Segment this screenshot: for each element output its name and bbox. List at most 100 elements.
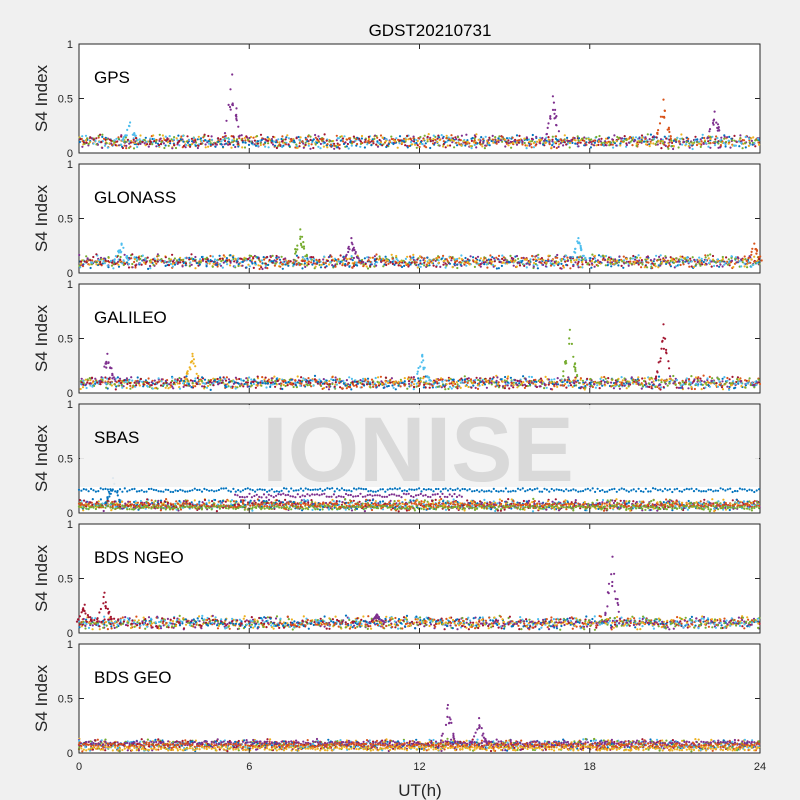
- data-point: [350, 255, 353, 258]
- data-point: [264, 138, 267, 141]
- data-point: [660, 378, 663, 381]
- data-point: [312, 256, 315, 259]
- data-point: [696, 384, 700, 387]
- data-point: [146, 143, 149, 146]
- data-point: [534, 263, 538, 266]
- data-point: [574, 362, 577, 365]
- data-point: [125, 147, 128, 150]
- data-point: [347, 245, 350, 248]
- data-point: [235, 140, 238, 143]
- data-point: [459, 263, 462, 266]
- data-point: [551, 108, 555, 111]
- data-point: [190, 137, 193, 140]
- data-point: [127, 266, 131, 269]
- data-point: [455, 259, 459, 262]
- data-point: [729, 146, 732, 149]
- data-point: [369, 260, 372, 263]
- data-point: [473, 265, 476, 268]
- data-point: [706, 254, 710, 257]
- data-point: [182, 144, 185, 148]
- data-point: [121, 139, 124, 142]
- data-point: [756, 259, 759, 262]
- data-point: [384, 259, 388, 262]
- data-point: [573, 259, 576, 262]
- data-point: [361, 141, 364, 145]
- data-point: [408, 261, 411, 264]
- data-point: [412, 253, 415, 256]
- data-point: [442, 254, 445, 257]
- data-point: [625, 138, 628, 142]
- data-point: [721, 388, 725, 391]
- data-point: [212, 260, 215, 263]
- data-point: [216, 265, 219, 268]
- data-point: [656, 132, 659, 136]
- data-point: [493, 381, 496, 384]
- data-point: [455, 138, 458, 141]
- data-point: [663, 141, 666, 144]
- data-point: [531, 138, 535, 141]
- data-point: [406, 377, 409, 381]
- data-point: [616, 378, 619, 381]
- data-point: [432, 264, 435, 267]
- data-point: [297, 256, 300, 259]
- data-point: [565, 263, 568, 266]
- data-point: [757, 258, 761, 261]
- data-point: [618, 259, 621, 262]
- data-point: [222, 138, 225, 141]
- data-point: [662, 142, 665, 145]
- data-point: [657, 258, 660, 261]
- data-point: [556, 385, 559, 388]
- data-point: [734, 382, 737, 385]
- data-point: [317, 139, 320, 142]
- data-point: [293, 258, 296, 262]
- data-point: [99, 383, 102, 386]
- data-point: [193, 379, 196, 383]
- data-point: [233, 139, 236, 142]
- data-point: [487, 141, 490, 145]
- data-point: [653, 258, 656, 261]
- data-point: [604, 258, 607, 261]
- data-point: [534, 144, 537, 147]
- data-point: [629, 260, 632, 263]
- data-point: [622, 140, 626, 143]
- data-point: [643, 377, 646, 380]
- data-point: [415, 261, 418, 264]
- data-point: [361, 380, 364, 383]
- data-point: [553, 145, 556, 148]
- data-point: [504, 258, 507, 261]
- data-point: [373, 265, 376, 268]
- data-point: [185, 143, 188, 147]
- data-point: [352, 256, 355, 260]
- data-point: [665, 352, 668, 355]
- data-point: [92, 138, 95, 141]
- data-point: [376, 380, 379, 383]
- data-point: [152, 134, 155, 137]
- data-point: [725, 256, 728, 259]
- data-point: [722, 141, 725, 145]
- data-point: [295, 145, 299, 148]
- data-point: [599, 140, 602, 143]
- data-point: [264, 376, 267, 379]
- data-point: [479, 257, 482, 260]
- data-point: [448, 262, 452, 265]
- data-point: [667, 360, 670, 363]
- data-point: [601, 258, 605, 261]
- data-point: [284, 143, 287, 146]
- data-point: [180, 135, 183, 138]
- data-point: [437, 134, 440, 137]
- data-point: [299, 237, 302, 240]
- data-point: [275, 256, 278, 259]
- data-point: [562, 384, 565, 387]
- data-point: [556, 253, 559, 257]
- data-point: [311, 263, 314, 266]
- data-point: [168, 135, 171, 138]
- data-point: [725, 140, 728, 144]
- data-point: [665, 137, 668, 140]
- data-point: [603, 380, 607, 384]
- data-point: [144, 257, 147, 260]
- data-point: [522, 375, 525, 378]
- data-point: [346, 262, 350, 265]
- data-point: [568, 141, 572, 145]
- data-point: [693, 139, 697, 142]
- data-point: [178, 258, 181, 261]
